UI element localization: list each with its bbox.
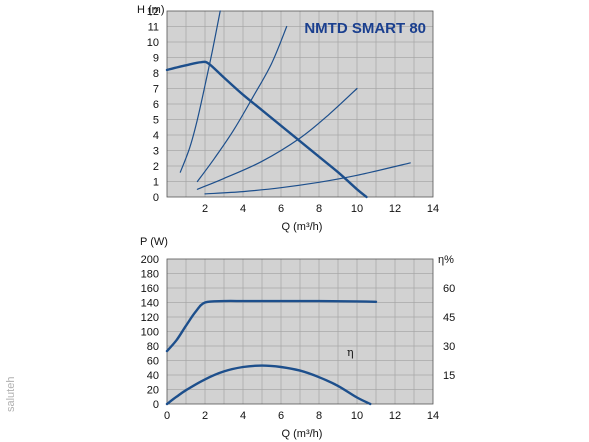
series-line-system	[179, 10, 221, 173]
y-tick-label: 9	[153, 53, 159, 65]
x-tick-label: 0	[164, 410, 170, 422]
x-tick-label: 4	[240, 410, 246, 422]
y-tick-label: 0	[153, 399, 159, 411]
x-axis-label: Q (m³/h)	[282, 428, 323, 440]
x-tick-label: 2	[202, 410, 208, 422]
x-tick-label: 6	[278, 203, 284, 215]
y-tick-label: 11	[148, 22, 159, 34]
x-tick-label: 4	[240, 203, 246, 215]
x-tick-label: 14	[427, 203, 439, 215]
series-line-pump	[165, 60, 368, 199]
y-tick-label: 3	[153, 146, 159, 158]
y2-tick-label: 30	[443, 341, 455, 353]
x-tick-label: 10	[351, 203, 363, 215]
series-line-system	[196, 87, 358, 190]
y2-axis-label: η%	[438, 254, 454, 266]
y-tick-label: 160	[141, 283, 159, 295]
y-tick-label: 4	[153, 130, 159, 142]
y-tick-label: 0	[153, 192, 159, 204]
gridlines	[167, 259, 433, 404]
y-tick-label: 6	[153, 99, 159, 111]
y-tick-label: 20	[147, 385, 159, 397]
y-tick-label: 7	[153, 84, 159, 96]
y-tick-label: 2	[153, 161, 159, 173]
y-tick-label: 10	[147, 37, 159, 49]
x-tick-label: 8	[316, 410, 322, 422]
y-tick-label: 140	[141, 298, 159, 310]
power-chart: 0 2 4 6 8 10 12 14020406080100120140160180200P …	[140, 236, 455, 440]
y-tick-label: 200	[141, 254, 159, 266]
y-tick-label: 60	[147, 356, 159, 368]
series-line-efficiency	[165, 364, 372, 406]
y-tick-label: 12	[147, 6, 159, 18]
series-line-system	[196, 25, 288, 183]
y-tick-label: 80	[147, 341, 159, 353]
y-tick-label: 8	[153, 68, 159, 80]
y-tick-label: 120	[141, 312, 159, 324]
x-tick-label: 12	[389, 203, 401, 215]
series-line-system	[204, 162, 411, 195]
x-tick-label: 14	[427, 410, 439, 422]
y-tick-label: 5	[153, 115, 159, 127]
efficiency-label: η	[347, 346, 354, 359]
y2-tick-label: 60	[443, 283, 455, 295]
y2-tick-label: 45	[443, 312, 455, 324]
y-axis-label: H (m)	[137, 4, 165, 16]
y-tick-label: 100	[141, 327, 159, 339]
x-tick-label: 2	[202, 203, 208, 215]
y-axis-label: P (W)	[140, 236, 168, 248]
watermark: saluteh	[5, 377, 17, 412]
series-line-power	[165, 299, 378, 353]
y2-tick-label: 15	[443, 370, 455, 382]
x-tick-label: 8	[316, 203, 322, 215]
x-tick-label: 10	[351, 410, 363, 422]
plot-frame	[166, 258, 434, 405]
y-tick-label: 40	[147, 370, 159, 382]
y-tick-label: 180	[141, 269, 159, 281]
x-tick-label: 6	[278, 410, 284, 422]
gridlines	[167, 11, 433, 197]
x-tick-label: 12	[389, 410, 401, 422]
y-tick-label: 1	[153, 177, 159, 189]
chart-title: NMTD SMART 80	[304, 20, 426, 37]
plot-frame	[166, 10, 434, 198]
x-axis-label: Q (m³/h)	[282, 221, 323, 233]
